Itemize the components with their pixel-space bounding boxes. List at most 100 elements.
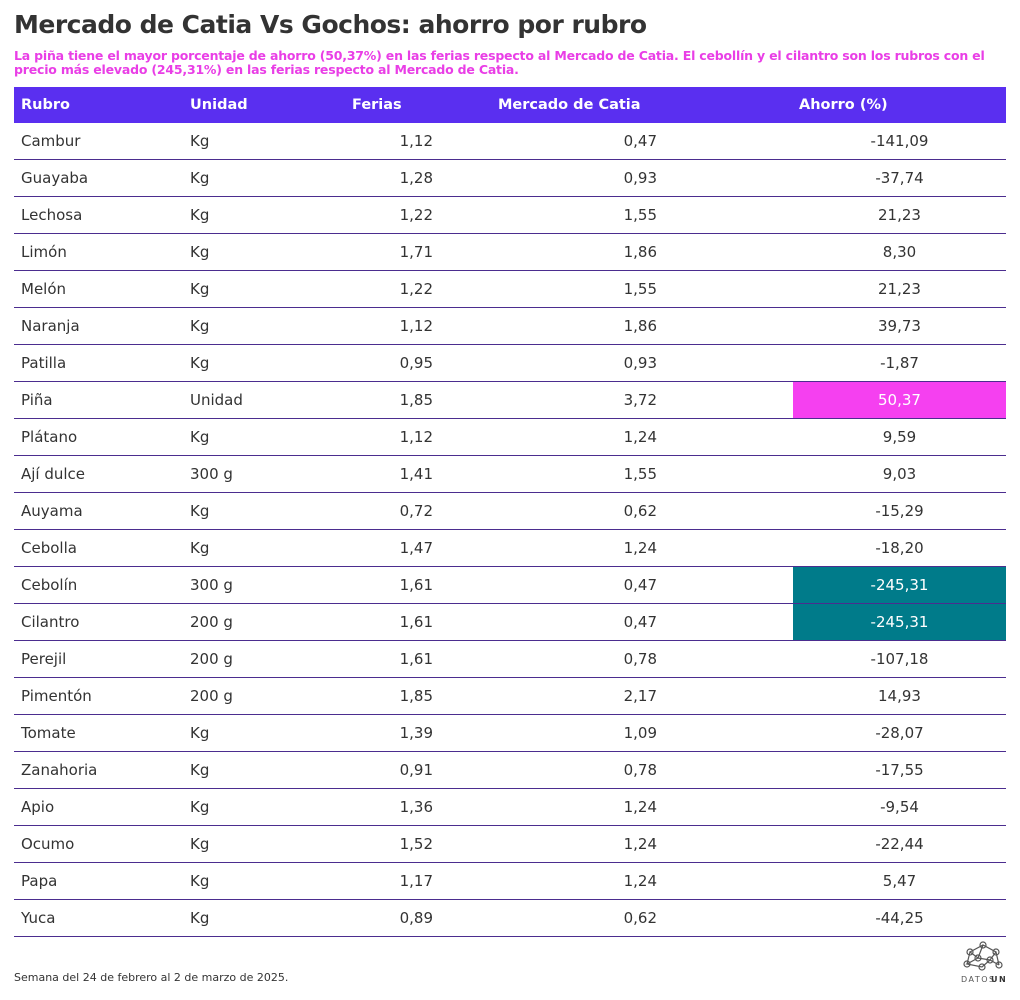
table-row: Cebolín 300 g 1,61 0,47 -245,31 (14, 567, 1006, 604)
table-cell: 39,73 (878, 317, 921, 335)
table-cell: Melón (21, 280, 67, 298)
table-row: Zanahoria Kg 0,91 0,78 -17,55 (14, 752, 1006, 789)
table-cell: 1,36 (399, 798, 433, 816)
table-cell: 1,85 (399, 687, 433, 705)
table-row: Apio Kg 1,36 1,24 -9,54 (14, 789, 1006, 826)
title: Mercado de Catia Vs Gochos: ahorro por r… (14, 10, 647, 39)
table-cell: Kg (190, 835, 210, 853)
logo-text: DATOS (961, 975, 996, 984)
table-cell: Kg (190, 428, 210, 446)
table-cell: Tomate (21, 724, 76, 742)
table-cell: Limón (21, 243, 67, 261)
logo: DATOS UN (961, 941, 1006, 984)
table-cell: Unidad (190, 391, 243, 409)
table-cell: 1,22 (399, 206, 433, 224)
column-header: Mercado de Catia (498, 97, 641, 113)
table-cell: -22,44 (875, 835, 924, 853)
table-cell: Kg (190, 724, 210, 742)
table-row: Melón Kg 1,22 1,55 21,23 (14, 271, 1006, 308)
table-cell: 1,61 (399, 613, 433, 631)
table-cell: 300 g (190, 465, 233, 483)
table-cell: Kg (190, 872, 210, 890)
table-cell: 9,59 (882, 428, 917, 446)
table-cell: Apio (21, 798, 55, 816)
table-cell: 0,78 (623, 761, 657, 779)
table-cell: Plátano (21, 428, 78, 446)
table-cell: 1,39 (399, 724, 433, 742)
table-cell: 1,24 (623, 835, 657, 853)
table-cell: 1,12 (399, 132, 433, 150)
table-cell: 9,03 (882, 465, 917, 483)
table: Rubro Unidad Ferias Mercado de Catia Ahorro … (14, 87, 1006, 937)
table-cell: -141,09 (870, 132, 929, 150)
table-row: Perejil 200 g 1,61 0,78 -107,18 (14, 641, 1006, 678)
table-cell: Kg (190, 798, 210, 816)
table-cell: 0,95 (399, 354, 433, 372)
column-header: Ferias (352, 97, 402, 113)
table-row: Pimentón 200 g 1,85 2,17 14,93 (14, 678, 1006, 715)
table-cell: 1,09 (623, 724, 657, 742)
table-cell: -245,31 (870, 576, 929, 594)
table-cell: 0,78 (623, 650, 657, 668)
table-row: Naranja Kg 1,12 1,86 39,73 (14, 308, 1006, 345)
column-header: Ahorro (%) (799, 97, 888, 113)
table-cell: 1,24 (623, 428, 657, 446)
table-cell: 0,72 (399, 502, 433, 520)
table-cell: 1,24 (623, 872, 657, 890)
table-cell: 50,37 (878, 391, 921, 409)
table-row: Piña Unidad 1,85 3,72 50,37 (14, 382, 1006, 419)
table-cell: Kg (190, 169, 210, 187)
footer-note: Semana del 24 de febrero al 2 de marzo d… (14, 971, 289, 984)
table-cell: Pimentón (21, 687, 92, 705)
table-cell: Perejil (21, 650, 67, 668)
column-header: Unidad (190, 97, 248, 113)
subtitle: La piña tiene el mayor porcentaje de aho… (14, 48, 985, 77)
table-cell: 1,55 (623, 465, 657, 483)
table-cell: 200 g (190, 650, 233, 668)
table-cell: 5,47 (882, 872, 917, 890)
table-cell: Yuca (21, 909, 56, 927)
table-cell: 21,23 (878, 206, 921, 224)
table-cell: 1,28 (399, 169, 433, 187)
table-cell: 8,30 (882, 243, 917, 261)
table-cell: Kg (190, 280, 210, 298)
table-cell: Papa (21, 872, 58, 890)
table-row: Ají dulce 300 g 1,41 1,55 9,03 (14, 456, 1006, 493)
table-cell: -18,20 (875, 539, 924, 557)
table-cell: -1,87 (880, 354, 919, 372)
table-cell: 0,93 (623, 354, 657, 372)
highlight-cell (793, 567, 1006, 603)
table-cell: Kg (190, 317, 210, 335)
header-row: Rubro Unidad Ferias Mercado de Catia Ahorro … (14, 87, 1006, 123)
table-cell: 0,47 (623, 613, 657, 631)
table-cell: Zanahoria (21, 761, 98, 779)
table-cell: 0,47 (623, 576, 657, 594)
table-cell: 200 g (190, 613, 233, 631)
table-cell: Kg (190, 909, 210, 927)
table-cell: Kg (190, 502, 210, 520)
highlight-cell (793, 382, 1006, 418)
table-cell: Patilla (21, 354, 67, 372)
table-cell: 1,47 (399, 539, 433, 557)
table-cell: 300 g (190, 576, 233, 594)
table-cell: 0,62 (623, 502, 657, 520)
table-row: Auyama Kg 0,72 0,62 -15,29 (14, 493, 1006, 530)
table-cell: -107,18 (870, 650, 929, 668)
table-cell: 1,61 (399, 576, 433, 594)
table-cell: Kg (190, 354, 210, 372)
table-cell: Guayaba (21, 169, 89, 187)
table-row: Tomate Kg 1,39 1,09 -28,07 (14, 715, 1006, 752)
table-cell: 21,23 (878, 280, 921, 298)
table-cell: 1,85 (399, 391, 433, 409)
table-row: Patilla Kg 0,95 0,93 -1,87 (14, 345, 1006, 382)
table-cell: Cilantro (21, 613, 80, 631)
table-cell: 1,71 (399, 243, 433, 261)
table-row: Limón Kg 1,71 1,86 8,30 (14, 234, 1006, 271)
table-cell: -17,55 (875, 761, 924, 779)
table-cell: -44,25 (875, 909, 924, 927)
table-cell: Ocumo (21, 835, 75, 853)
table-row: Yuca Kg 0,89 0,62 -44,25 (14, 900, 1006, 937)
table-cell: 1,24 (623, 798, 657, 816)
table-cell: 0,91 (399, 761, 433, 779)
highlight-cell (793, 604, 1006, 640)
